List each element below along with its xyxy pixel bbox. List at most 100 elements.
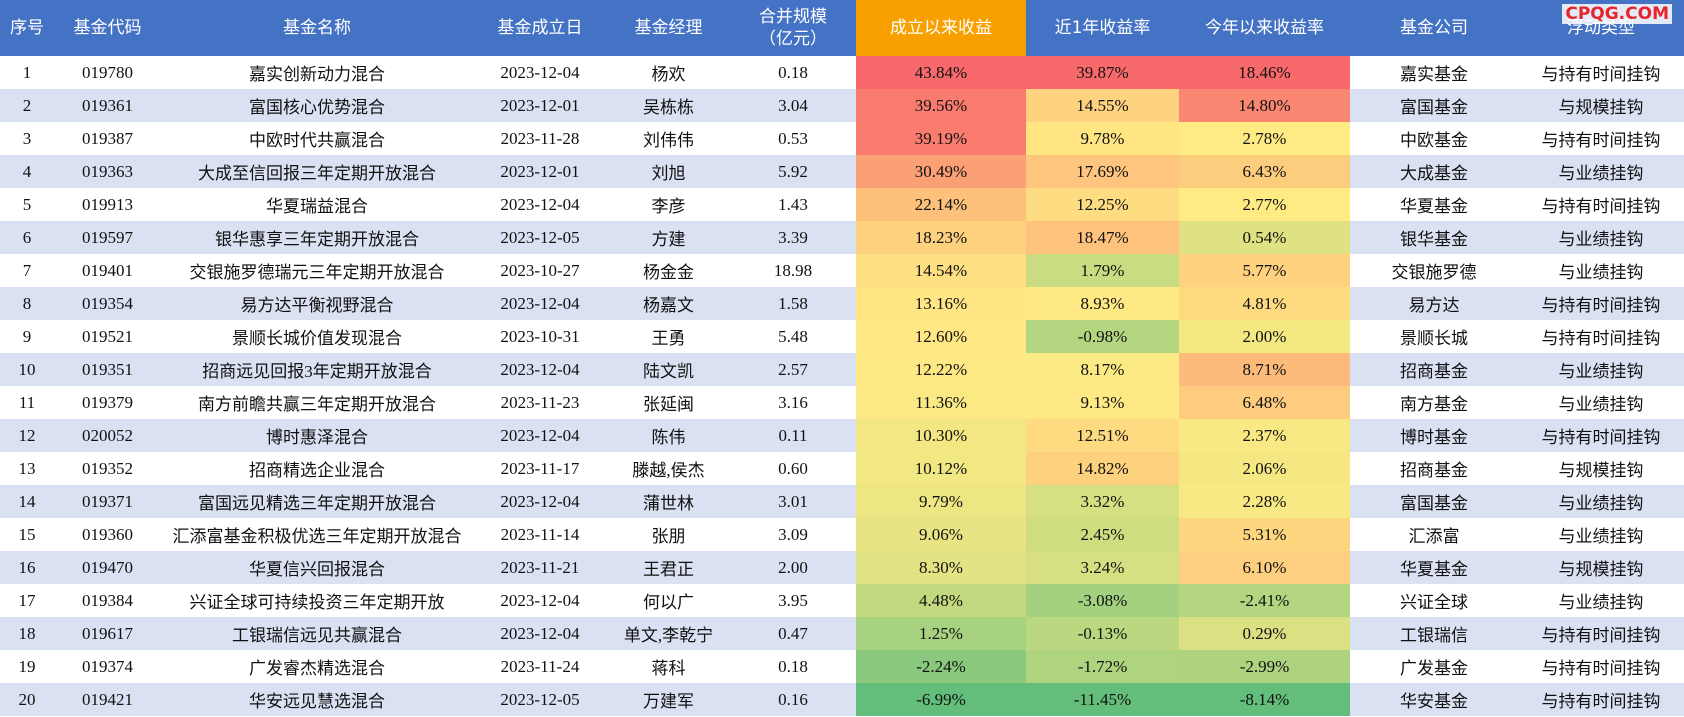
cell: 2023-11-14 [500, 524, 580, 544]
cell: 3.16 [778, 392, 808, 412]
cell: 2023-11-21 [473, 551, 607, 584]
heat-cell: 8.17% [1026, 353, 1179, 386]
cell: 2023-10-27 [500, 260, 580, 280]
cell: 11 [18, 392, 36, 412]
heat-cell: 14.55% [1026, 89, 1179, 122]
cell: 18.98 [773, 260, 813, 280]
heat-cell: 14.82% [1026, 452, 1179, 485]
cell: 3 [22, 128, 32, 148]
table-row: 10 019351 招商远见回报3年定期开放混合 2023-12-04 陆文凯 2.57 1… [0, 353, 1684, 386]
cell: 与持有时间挂钩 [1541, 659, 1661, 678]
heat-cell: -2.99% [1179, 650, 1350, 683]
cell: 2023-12-04 [500, 62, 580, 82]
cell: 9 [22, 326, 32, 346]
heat-cell: 10.12% [856, 452, 1026, 485]
cell: 华夏瑞益混合 [266, 197, 368, 216]
cell: 工银瑞信远见共赢混合 [161, 617, 473, 650]
heat-cell: 9.78% [1026, 122, 1179, 155]
heat-cell: 2.06% [1179, 452, 1350, 485]
cell: 与持有时间挂钩 [1518, 287, 1684, 320]
cell: 0.60 [778, 458, 808, 478]
cell: 与业绩挂钩 [1558, 263, 1644, 282]
cell: 与持有时间挂钩 [1541, 329, 1661, 348]
heat-cell: 6.48% [1179, 386, 1350, 419]
cell: 与规模挂钩 [1518, 551, 1684, 584]
cell: 019352 [82, 458, 133, 478]
cell: 与业绩挂钩 [1518, 485, 1684, 518]
heat-cell: 2.77% [1179, 188, 1350, 221]
heat-cell: 14.80% [1179, 89, 1350, 122]
heat-cell: 6.43% [1179, 155, 1350, 188]
cell: 招商远见回报3年定期开放混合 [161, 353, 473, 386]
cell: 2023-12-04 [500, 194, 580, 214]
heat-cell: 2.00% [1179, 320, 1350, 353]
cell: 富国基金 [1350, 485, 1518, 518]
cell: 019401 [82, 260, 133, 280]
cell: 与业绩挂钩 [1518, 155, 1684, 188]
cell: 与持有时间挂钩 [1541, 197, 1661, 216]
cell: 019354 [54, 287, 161, 320]
heat-cell: 17.69% [1026, 155, 1179, 188]
heat-cell: 3.32% [1026, 485, 1179, 518]
cell: 2023-12-04 [500, 590, 580, 610]
cell: 兴证全球可持续投资三年定期开放 [189, 593, 445, 612]
heat-cell: 11.36% [856, 386, 1026, 419]
heat-cell: 18.47% [1026, 221, 1179, 254]
heat-cell: 4.48% [856, 584, 1026, 617]
cell: 3.01 [730, 485, 856, 518]
cell: 与持有时间挂钩 [1541, 65, 1661, 84]
cell: 万建军 [607, 683, 730, 716]
cell: 019379 [82, 392, 133, 412]
cell: 大成至信回报三年定期开放混合 [161, 155, 473, 188]
cell: 2023-12-01 [473, 89, 607, 122]
header-cell: 合并规模 （亿元） [730, 0, 856, 56]
header-row: 序号 基金代码 基金名称 基金成立日 基金经理 合并规模 （亿元） 成立以来收益 近1年收益率… [0, 0, 1684, 56]
cell: 1.58 [730, 287, 856, 320]
heat-cell: 5.77% [1179, 254, 1350, 287]
cell: 019363 [54, 155, 161, 188]
heat-cell: 13.16% [856, 287, 1026, 320]
heat-cell: 0.29% [1179, 617, 1350, 650]
cell: 华夏信兴回报混合 [161, 551, 473, 584]
cell: 2023-11-17 [500, 458, 580, 478]
table-row: 1 019780 嘉实创新动力混合 2023-12-04 杨欢 0.18 43.84% 39.… [0, 56, 1684, 89]
cell: 何以广 [643, 593, 694, 612]
cell: 王君正 [607, 551, 730, 584]
cell: 汇添富基金积极优选三年定期开放混合 [172, 527, 462, 546]
heat-cell: 22.14% [856, 188, 1026, 221]
cell: 南方基金 [1400, 395, 1468, 414]
table-row: 4 019363 大成至信回报三年定期开放混合 2023-12-01 刘旭 5.92 30.… [0, 155, 1684, 188]
cell: 12 [0, 419, 54, 452]
cell: 王勇 [651, 329, 686, 348]
cell: 招商基金 [1350, 353, 1518, 386]
cell: 5.48 [778, 326, 808, 346]
cell: 2.57 [730, 353, 856, 386]
cell: 刘伟伟 [643, 131, 694, 150]
cell: 019351 [54, 353, 161, 386]
header-cell: 成立以来收益 [856, 0, 1026, 56]
cell: 10 [0, 353, 54, 386]
cell: 陈伟 [607, 419, 730, 452]
table-row: 11 019379 南方前瞻共赢三年定期开放混合 2023-11-23 张延闽 3.16 1… [0, 386, 1684, 419]
cell: 3.39 [730, 221, 856, 254]
cell: 华安基金 [1350, 683, 1518, 716]
cell: 019617 [54, 617, 161, 650]
cell: 与规模挂钩 [1558, 461, 1644, 480]
table-row: 6 019597 银华惠享三年定期开放混合 2023-12-05 方建 3.39 18.23… [0, 221, 1684, 254]
cell: 019374 [82, 656, 133, 676]
heat-cell: -3.08% [1026, 584, 1179, 617]
cell: 杨嘉文 [607, 287, 730, 320]
cell: 杨欢 [651, 65, 686, 84]
cell: 与业绩挂钩 [1518, 353, 1684, 386]
cell: 3.95 [778, 590, 808, 610]
cell: 19 [18, 656, 36, 676]
header-cell: 近1年收益率 [1026, 0, 1179, 56]
cell: 与规模挂钩 [1518, 89, 1684, 122]
cell: 张延闽 [643, 395, 694, 414]
heat-cell: 5.31% [1179, 518, 1350, 551]
heat-cell: -0.13% [1026, 617, 1179, 650]
cell: 019384 [82, 590, 133, 610]
cell: 2.00 [730, 551, 856, 584]
cell: 8 [0, 287, 54, 320]
